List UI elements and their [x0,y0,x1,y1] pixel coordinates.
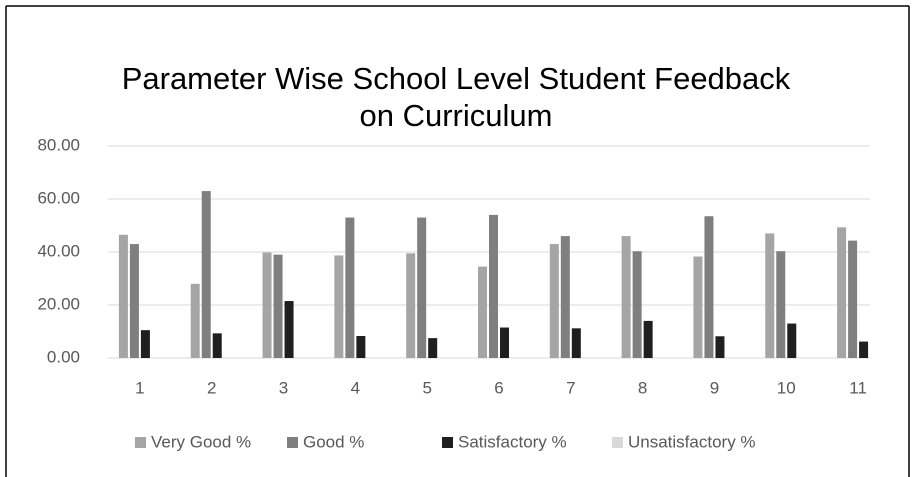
bar [500,327,509,358]
bar [549,244,559,358]
legend-label: Unsatisfactory % [628,432,756,451]
y-tick-label: 40.00 [37,241,80,260]
legend-swatch [287,437,298,448]
bar [345,217,355,358]
bar [704,216,714,358]
bar [190,283,200,358]
bar [428,338,438,358]
x-tick-label: 11 [849,378,867,397]
bar [201,191,211,358]
bar [560,236,570,358]
chart-title: Parameter Wise School Level Student Feed… [121,61,791,133]
bar [406,253,416,358]
bar [140,330,150,358]
y-tick-label: 0.00 [47,347,80,366]
x-tick-label: 1 [135,378,144,397]
bar [489,214,498,358]
bar [632,251,642,358]
bar [571,328,581,358]
bar [715,336,725,358]
bar [334,255,344,358]
legend-swatch [135,437,146,448]
x-tick-label: 2 [207,378,216,397]
bar [284,301,294,358]
x-tick-label: 8 [638,378,647,397]
bar [273,254,283,358]
x-tick-label: 3 [279,378,288,397]
y-tick-label: 20.00 [37,294,80,313]
bar [859,341,869,358]
bar [262,252,272,358]
bar [787,323,797,358]
bar [837,227,847,358]
legend-swatch [442,437,453,448]
bar [776,251,786,358]
bar [212,333,222,358]
x-tick-label: 6 [494,378,503,397]
x-tick-label: 5 [422,378,431,397]
legend-label: Good % [303,432,364,451]
bar [693,256,703,358]
bar [643,320,653,358]
bar [417,217,427,358]
bar [356,336,366,358]
bar [478,266,487,358]
bar [848,240,858,358]
x-tick-label: 9 [710,378,719,397]
legend-swatch [612,437,623,448]
y-tick-label: 60.00 [37,188,80,207]
legend-label: Very Good % [151,432,251,451]
bar [118,234,128,358]
x-tick-label: 10 [777,378,796,397]
bar [129,244,139,358]
y-tick-label: 80.00 [37,135,80,154]
bar [621,236,631,358]
x-tick-label: 7 [566,378,575,397]
x-tick-label: 4 [351,378,360,397]
bar [765,233,775,358]
legend-label: Satisfactory % [458,432,567,451]
